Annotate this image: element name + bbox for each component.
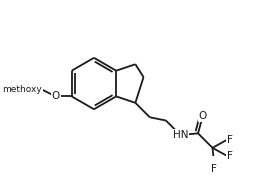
Text: O: O [199,111,207,121]
Text: F: F [211,164,217,174]
Text: F: F [227,151,233,161]
Text: O: O [51,91,60,101]
Text: HN: HN [173,130,188,140]
Text: methoxy: methoxy [2,86,42,94]
Text: F: F [227,135,233,145]
